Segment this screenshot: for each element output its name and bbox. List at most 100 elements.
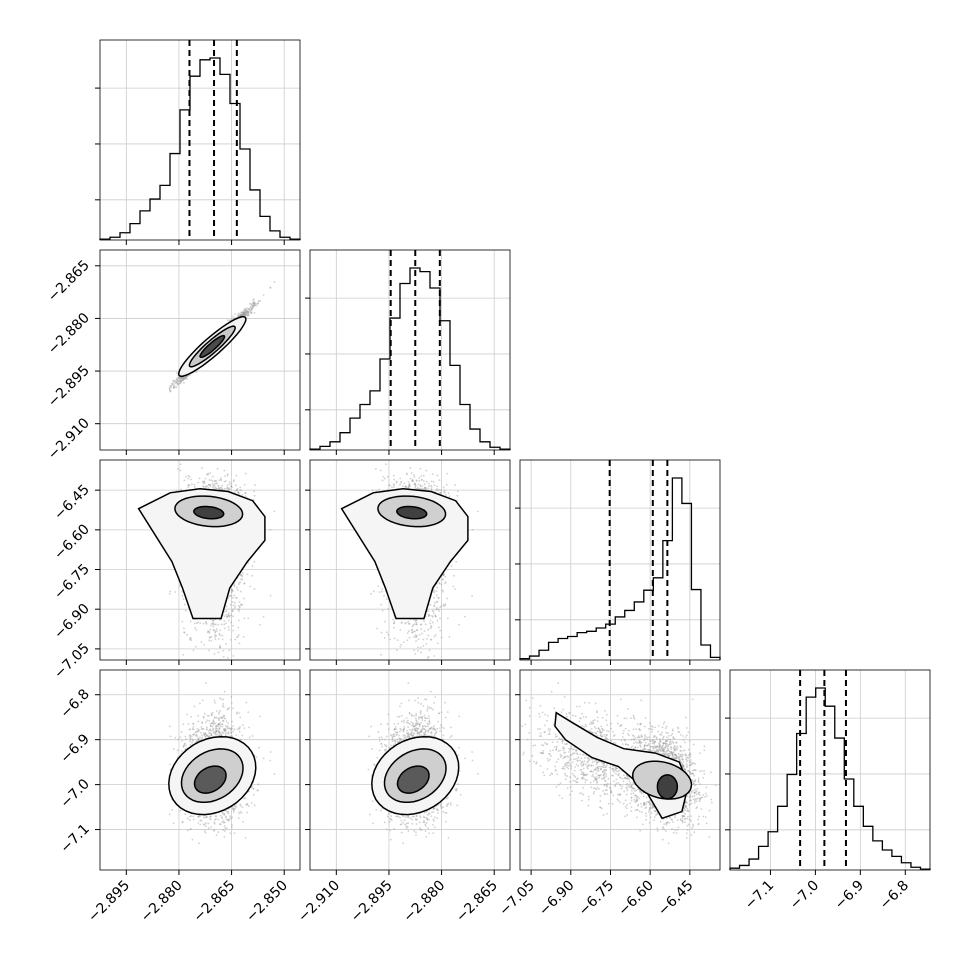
sample-point xyxy=(197,621,200,624)
sample-point xyxy=(176,383,179,386)
sample-point xyxy=(172,387,175,389)
sample-point xyxy=(211,619,214,622)
sample-point xyxy=(247,617,250,620)
sample-point xyxy=(223,620,226,623)
sample-point xyxy=(241,572,244,574)
sample-point xyxy=(228,483,231,486)
sample-point xyxy=(242,314,245,317)
sample-point xyxy=(185,376,188,379)
sample-point xyxy=(250,303,253,306)
sample-point xyxy=(243,313,246,316)
sample-point xyxy=(217,623,220,626)
sample-point xyxy=(186,378,188,380)
sample-point xyxy=(214,638,217,641)
sample-point xyxy=(238,601,241,603)
sample-point xyxy=(236,636,238,639)
sample-point xyxy=(172,379,175,382)
sample-point xyxy=(233,601,236,604)
sample-point xyxy=(273,281,276,283)
sample-point xyxy=(170,385,173,388)
sample-point xyxy=(174,379,177,382)
sample-point xyxy=(230,485,233,488)
sample-point xyxy=(232,596,234,599)
sample-point xyxy=(226,319,229,322)
sample-point xyxy=(252,305,255,308)
sample-point xyxy=(227,619,230,622)
sample-point xyxy=(242,311,244,314)
sample-point xyxy=(183,627,185,630)
sample-point xyxy=(269,286,272,289)
sample-point xyxy=(244,309,247,312)
sample-point xyxy=(182,598,185,600)
sample-point xyxy=(215,630,218,633)
sample-point xyxy=(168,592,171,595)
sample-point xyxy=(253,588,256,590)
sample-point xyxy=(248,308,251,311)
sample-point xyxy=(262,294,265,296)
sample-point xyxy=(230,614,233,617)
sample-point xyxy=(169,390,172,392)
sample-point xyxy=(262,615,265,618)
sample-point xyxy=(195,628,198,631)
sample-point xyxy=(189,374,192,377)
sample-point xyxy=(168,388,171,390)
sample-point xyxy=(238,314,240,317)
sample-point xyxy=(242,313,245,315)
sample-point xyxy=(175,489,178,492)
sample-point xyxy=(249,305,252,308)
sample-point xyxy=(253,560,256,563)
sample-point xyxy=(177,376,179,379)
sample-point xyxy=(202,622,205,625)
sample-point xyxy=(182,379,184,382)
sample-point xyxy=(180,488,182,491)
sample-point xyxy=(180,376,183,379)
sample-point xyxy=(246,309,249,312)
sample-point xyxy=(249,307,252,309)
sample-point xyxy=(198,477,201,480)
sample-point xyxy=(240,314,243,317)
sample-point xyxy=(182,378,185,380)
sample-point xyxy=(169,590,172,593)
sample-point xyxy=(225,610,228,613)
sample-point xyxy=(235,474,238,477)
sample-point xyxy=(252,299,254,302)
sample-point xyxy=(184,377,186,380)
sample-point xyxy=(226,484,229,487)
sample-point xyxy=(248,302,251,305)
sample-point xyxy=(237,626,240,629)
sample-point xyxy=(242,311,245,314)
sample-point xyxy=(179,377,182,380)
sample-point xyxy=(230,591,233,594)
sample-point xyxy=(247,314,250,316)
sample-point xyxy=(253,311,256,314)
sample-point xyxy=(211,480,214,483)
sample-point xyxy=(195,371,198,373)
sample-point xyxy=(251,302,254,304)
sample-point xyxy=(257,302,260,305)
sample-point xyxy=(191,483,193,486)
sample-point xyxy=(251,305,254,308)
sample-point xyxy=(232,624,235,627)
sample-point xyxy=(192,649,195,652)
sample-point xyxy=(213,652,216,655)
sample-point xyxy=(193,483,196,486)
sample-point xyxy=(253,301,255,303)
sample-point xyxy=(180,380,183,383)
sample-point xyxy=(176,379,179,382)
sample-point xyxy=(253,304,256,307)
sample-point xyxy=(215,628,218,630)
sample-point xyxy=(246,573,249,576)
sample-point xyxy=(219,629,221,632)
sample-point xyxy=(175,386,178,389)
sample-point xyxy=(174,386,177,388)
sample-point xyxy=(246,311,248,314)
sample-point xyxy=(238,315,240,317)
sample-point xyxy=(269,287,272,289)
sample-point xyxy=(203,643,206,646)
sample-point xyxy=(185,475,187,478)
sample-point xyxy=(181,620,184,623)
sample-point xyxy=(248,308,251,310)
sample-point xyxy=(240,313,243,316)
sample-point xyxy=(184,603,186,606)
